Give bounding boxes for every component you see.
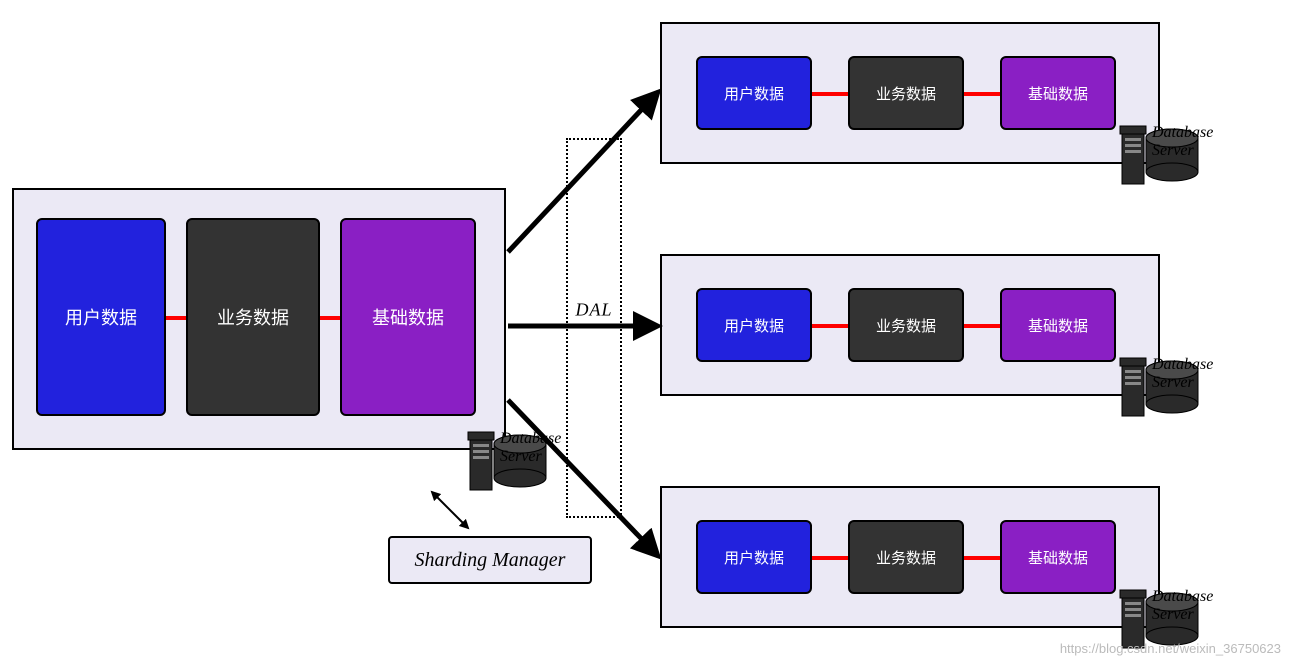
dal-box	[566, 138, 622, 518]
connector	[964, 556, 1000, 560]
biz-data-node: 业务数据	[848, 520, 964, 594]
connector	[166, 316, 186, 320]
connector	[812, 92, 848, 96]
sharding-manager-label: Sharding Manager	[415, 549, 566, 572]
double-arrow	[432, 492, 468, 528]
database-server-label: DatabaseServer	[1152, 588, 1213, 623]
biz-data-node: 业务数据	[186, 218, 320, 416]
user-data-node: 用户数据	[696, 56, 812, 130]
database-server-label: DatabaseServer	[500, 430, 561, 465]
biz-data-node: 业务数据	[848, 56, 964, 130]
watermark: https://blog.csdn.net/weixin_36750623	[1060, 641, 1281, 656]
connector	[320, 316, 340, 320]
base-data-node: 基础数据	[1000, 288, 1116, 362]
biz-data-node: 业务数据	[848, 288, 964, 362]
base-data-node: 基础数据	[1000, 520, 1116, 594]
user-data-node: 用户数据	[696, 520, 812, 594]
database-server-label: DatabaseServer	[1152, 356, 1213, 391]
connector	[964, 324, 1000, 328]
base-data-node: 基础数据	[340, 218, 476, 416]
user-data-node: 用户数据	[36, 218, 166, 416]
connector	[812, 324, 848, 328]
database-server-label: DatabaseServer	[1152, 124, 1213, 159]
user-data-node: 用户数据	[696, 288, 812, 362]
connector	[964, 92, 1000, 96]
connector	[812, 556, 848, 560]
sharding-manager-box: Sharding Manager	[388, 536, 592, 584]
dal-label: DAL	[575, 300, 612, 321]
base-data-node: 基础数据	[1000, 56, 1116, 130]
